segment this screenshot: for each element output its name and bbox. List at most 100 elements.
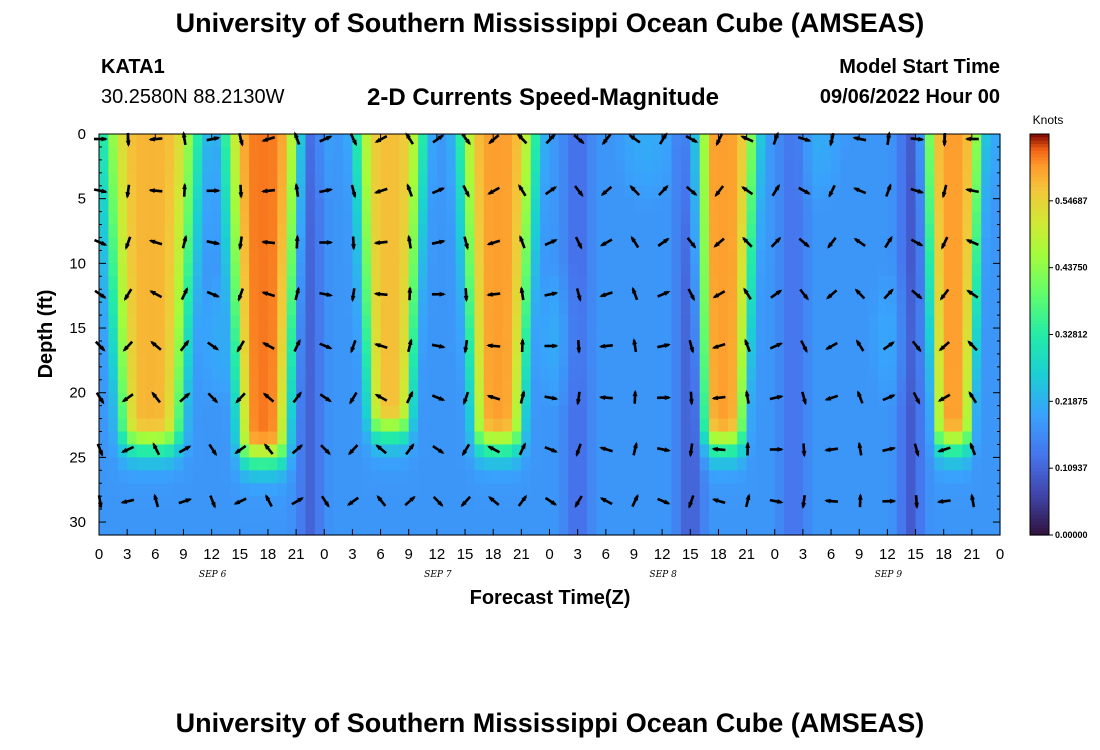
heatmap-cell xyxy=(868,522,879,536)
heatmap-cell xyxy=(164,496,175,510)
heatmap-cell xyxy=(155,315,166,329)
heatmap-cell xyxy=(896,289,907,303)
heatmap-cell xyxy=(821,134,832,148)
heatmap-cell xyxy=(549,353,560,368)
heatmap-cell xyxy=(699,509,710,523)
heatmap-cell xyxy=(709,405,720,420)
heatmap-cell xyxy=(277,418,288,433)
heatmap-cell xyxy=(812,470,823,484)
heatmap-cell xyxy=(230,237,241,252)
heatmap-cell xyxy=(577,366,588,381)
heatmap-cell xyxy=(211,146,222,161)
heatmap-cell xyxy=(633,470,644,484)
current-vector xyxy=(148,239,163,246)
heatmap-cell xyxy=(671,340,682,355)
heatmap-cell xyxy=(906,159,917,174)
heatmap-cell xyxy=(174,159,185,174)
heatmap-cell xyxy=(915,353,926,368)
heatmap-cell xyxy=(859,328,870,342)
heatmap-cell xyxy=(540,224,551,239)
heatmap-cell xyxy=(831,237,842,252)
heatmap-cell xyxy=(690,522,701,536)
heatmap-cell xyxy=(906,340,917,355)
heatmap-cell xyxy=(690,159,701,174)
x-tick-label: 12 xyxy=(654,546,671,563)
heatmap-cell xyxy=(277,198,288,213)
heatmap-cell xyxy=(605,302,616,316)
heatmap-cell xyxy=(859,276,870,290)
heatmap-cell xyxy=(164,366,175,381)
heatmap-cell xyxy=(530,496,541,510)
heatmap-cell xyxy=(596,496,607,510)
heatmap-cell xyxy=(183,353,194,368)
x-tick-label: 9 xyxy=(855,546,863,563)
colorbar-segment xyxy=(1030,187,1049,192)
heatmap-cell xyxy=(849,353,860,368)
heatmap-cell xyxy=(183,457,194,471)
heatmap-cell xyxy=(371,146,382,161)
heatmap-cell xyxy=(493,379,504,394)
heatmap-cell xyxy=(155,198,166,213)
heatmap-cell xyxy=(859,146,870,161)
heatmap-cell xyxy=(793,509,804,523)
heatmap-cell xyxy=(934,198,945,213)
heatmap-cell xyxy=(343,328,354,342)
heatmap-cell xyxy=(680,224,691,239)
current-vector xyxy=(544,291,559,297)
heatmap-cell xyxy=(343,211,354,226)
colorbar-segment xyxy=(1030,498,1049,503)
current-vector xyxy=(487,186,501,195)
heatmap-cell xyxy=(755,353,766,368)
heatmap-cell xyxy=(680,483,691,497)
heatmap-cell xyxy=(990,522,1001,536)
current-vector xyxy=(800,340,808,354)
heatmap-cell xyxy=(174,263,185,277)
heatmap-cell xyxy=(765,146,776,161)
heatmap-cell xyxy=(380,366,391,381)
heatmap-cell xyxy=(709,457,720,471)
current-vector xyxy=(573,185,584,198)
heatmap-cell xyxy=(371,224,382,239)
heatmap-cell xyxy=(408,366,419,381)
heatmap-cell xyxy=(474,353,485,368)
heatmap-cell xyxy=(755,302,766,316)
heatmap-cell xyxy=(765,224,776,239)
heatmap-cell xyxy=(709,496,720,510)
heatmap-cell xyxy=(671,146,682,161)
heatmap-cell xyxy=(249,198,260,213)
heatmap-cell xyxy=(277,224,288,239)
heatmap-cell xyxy=(934,211,945,226)
heatmap-cell xyxy=(915,496,926,510)
heatmap-cell xyxy=(465,457,476,471)
heatmap-cell xyxy=(887,509,898,523)
heatmap-cell xyxy=(859,431,870,446)
heatmap-cell xyxy=(296,444,307,458)
heatmap-cell xyxy=(502,392,513,407)
heatmap-cell xyxy=(277,185,288,200)
heatmap-cell xyxy=(549,146,560,161)
current-vector xyxy=(487,445,501,454)
heatmap-cell xyxy=(605,185,616,200)
heatmap-cell xyxy=(446,509,457,523)
heatmap-cell xyxy=(521,328,532,342)
heatmap-cell xyxy=(859,366,870,381)
heatmap-cell xyxy=(136,418,147,433)
heatmap-cell xyxy=(709,250,720,264)
heatmap-cell xyxy=(896,302,907,316)
heatmap-cell xyxy=(765,250,776,264)
heatmap-cell xyxy=(802,198,813,213)
heatmap-cell xyxy=(821,315,832,329)
heatmap-cell xyxy=(990,496,1001,510)
current-vector xyxy=(407,234,412,249)
colorbar-segment xyxy=(1030,511,1049,516)
heatmap-cell xyxy=(192,302,203,316)
current-vector xyxy=(263,443,274,455)
heatmap-cell xyxy=(493,457,504,471)
heatmap-cell xyxy=(324,250,335,264)
heatmap-cell xyxy=(361,379,372,394)
heatmap-cell xyxy=(662,146,673,161)
heatmap-cell xyxy=(877,263,888,277)
current-vector xyxy=(829,132,835,147)
heatmap-cell xyxy=(915,250,926,264)
heatmap-cell xyxy=(521,392,532,407)
